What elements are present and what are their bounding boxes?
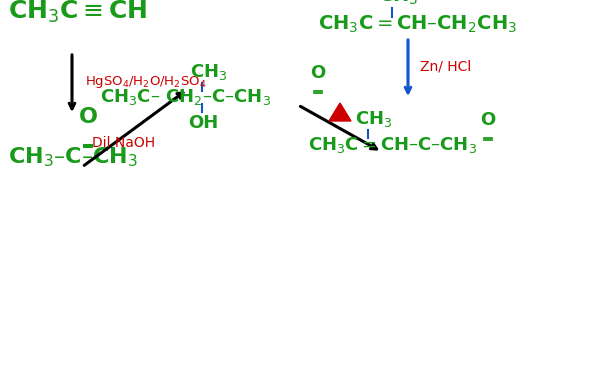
Text: CH$_3$C$\equiv$CH: CH$_3$C$\equiv$CH <box>8 0 148 25</box>
Text: CH$_3$: CH$_3$ <box>378 0 418 7</box>
Text: CH$_3$: CH$_3$ <box>355 109 392 129</box>
Text: OH: OH <box>188 114 218 132</box>
Text: Dil NaOH: Dil NaOH <box>92 136 155 150</box>
Text: Zn/ HCl: Zn/ HCl <box>420 60 471 74</box>
Text: HgSO$_4$/H$_2$O/H$_2$SO$_4$: HgSO$_4$/H$_2$O/H$_2$SO$_4$ <box>85 74 206 90</box>
Text: O: O <box>481 111 496 129</box>
Text: CH$_3$: CH$_3$ <box>190 62 227 82</box>
Text: CH$_3$–C–CH$_3$: CH$_3$–C–CH$_3$ <box>8 145 138 169</box>
Polygon shape <box>329 103 351 121</box>
Text: CH$_3$C$=$CH–C–CH$_3$: CH$_3$C$=$CH–C–CH$_3$ <box>308 135 477 155</box>
Text: O: O <box>79 107 97 127</box>
Text: CH$_3$C– CH$_2$–C–CH$_3$: CH$_3$C– CH$_2$–C–CH$_3$ <box>100 87 271 107</box>
Text: CH$_3$C$=$CH–CH$_2$CH$_3$: CH$_3$C$=$CH–CH$_2$CH$_3$ <box>318 13 517 34</box>
Text: O: O <box>310 64 326 82</box>
